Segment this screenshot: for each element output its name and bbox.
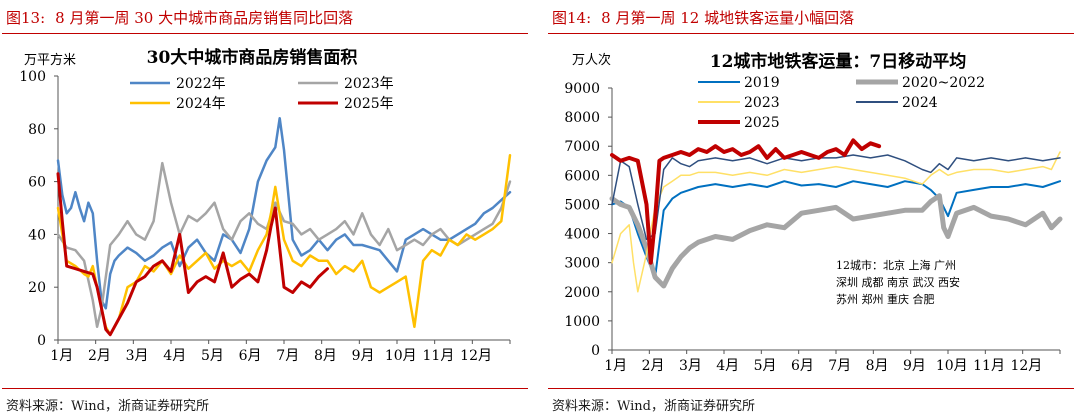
x-tick-label: 8月 xyxy=(314,348,337,364)
series-line-2020~2022 xyxy=(609,193,1063,289)
x-tick-label: 11月 xyxy=(973,358,1005,374)
x-tick-label: 2月 xyxy=(642,358,665,374)
chart-panel-metro: 图14: 8 月第一周 12 城地铁客运量小幅回落 0 1000 2000 3000 40… xyxy=(548,0,1076,417)
series-line-2025 xyxy=(610,138,882,265)
x-tick-label: 4月 xyxy=(163,348,186,364)
source-note: 资料来源：Wind，浙商证券研究所 xyxy=(552,399,755,414)
y-tick-label: 100 xyxy=(19,69,46,85)
figure-label: 图13: xyxy=(6,9,46,27)
annotation-text: 苏州 郑州 重庆 合肥 xyxy=(836,292,935,306)
chart-panel-sales: 图13: 8 月第一周 30 大中城市商品房销售同比回落 0 20 40 60 80 100… xyxy=(2,0,530,417)
figure-caption: 8 月第一周 12 城地铁客运量小幅回落 xyxy=(601,9,855,27)
y-tick-label: 6000 xyxy=(564,168,600,184)
legend-label: 2025年 xyxy=(344,96,394,112)
bottom-rule xyxy=(2,388,528,389)
y-tick-label: 20 xyxy=(28,280,46,296)
x-tick-label: 5月 xyxy=(754,358,777,374)
legend-label: 2019 xyxy=(744,75,780,91)
legend-label: 2025 xyxy=(744,115,780,131)
metro-ridership-chart: 0 1000 2000 3000 4000 5000 6000 7000 8000 9000 1月 2… xyxy=(564,51,1063,374)
x-tick-label: 4月 xyxy=(716,358,739,374)
y-tick-label: 0 xyxy=(591,343,600,359)
x-tick-label: 1月 xyxy=(50,348,73,364)
x-tick-label: 6月 xyxy=(239,348,262,364)
figure-title: 图14: 8 月第一周 12 城地铁客运量小幅回落 xyxy=(552,7,864,28)
figure-caption: 8 月第一周 30 大中城市商品房销售同比回落 xyxy=(55,9,354,27)
x-tick-label: 12月 xyxy=(1010,358,1042,374)
x-tick-label: 5月 xyxy=(201,348,224,364)
figure-title: 图13: 8 月第一周 30 大中城市商品房销售同比回落 xyxy=(6,7,363,28)
y-tick-label: 0 xyxy=(37,333,46,349)
x-tick-label: 12月 xyxy=(460,348,492,364)
y-tick-label: 8000 xyxy=(564,110,600,126)
annotation-text: 深圳 成都 南京 武汉 西安 xyxy=(836,275,960,289)
x-tick-label: 9月 xyxy=(903,358,926,374)
chart-title: 12城市地铁客运量：7日移动平均 xyxy=(710,51,967,72)
x-tick-label: 3月 xyxy=(679,358,702,374)
top-rule xyxy=(548,33,1074,34)
x-tick-label: 1月 xyxy=(604,358,627,374)
chart-title: 30大中城市商品房销售面积 xyxy=(147,47,358,68)
figure-label: 图14: xyxy=(552,9,592,27)
series-line-2024 xyxy=(611,154,1061,241)
y-tick-label: 2000 xyxy=(564,285,600,301)
legend-label: 2023年 xyxy=(344,76,394,92)
y-axis-label: 万平方米 xyxy=(24,52,76,68)
annotation-text: 12城市：北京 上海 广州 xyxy=(836,258,956,272)
legend-label: 2020~2022 xyxy=(902,75,985,91)
legend-label: 2024 xyxy=(902,95,938,111)
series-line-2019 xyxy=(611,180,1061,279)
y-tick-label: 9000 xyxy=(564,81,600,97)
x-tick-label: 6月 xyxy=(791,358,814,374)
source-note: 资料来源：Wind，浙商证券研究所 xyxy=(6,399,209,414)
x-tick-label: 11月 xyxy=(423,348,455,364)
legend-label: 2023 xyxy=(744,95,780,111)
series-line-2023年 xyxy=(56,161,512,329)
x-tick-label: 10月 xyxy=(936,358,968,374)
y-tick-label: 5000 xyxy=(564,197,600,213)
x-tick-label: 3月 xyxy=(126,348,149,364)
sales-area-chart: 0 20 40 60 80 100 1月 2月 3月 4月 5月 6月 7月 8月 9月 10月 11月 12月 万… xyxy=(19,47,512,364)
y-tick-label: 3000 xyxy=(564,256,600,272)
bottom-rule xyxy=(548,388,1074,389)
y-tick-label: 40 xyxy=(28,227,46,243)
x-tick-label: 2月 xyxy=(88,348,111,364)
y-axis-label: 万人次 xyxy=(572,52,611,68)
top-rule xyxy=(2,33,528,34)
y-tick-label: 7000 xyxy=(564,139,600,155)
legend-label: 2024年 xyxy=(176,96,226,112)
y-tick-label: 80 xyxy=(28,122,46,138)
x-tick-label: 9月 xyxy=(352,348,375,364)
y-tick-label: 60 xyxy=(28,175,46,191)
x-tick-label: 7月 xyxy=(276,348,299,364)
y-tick-label: 1000 xyxy=(564,314,600,330)
legend-label: 2022年 xyxy=(176,76,226,92)
x-tick-label: 8月 xyxy=(866,358,889,374)
x-tick-label: 10月 xyxy=(385,348,417,364)
series-line-2025年 xyxy=(56,172,329,337)
x-tick-label: 7月 xyxy=(828,358,851,374)
y-tick-label: 4000 xyxy=(564,227,600,243)
